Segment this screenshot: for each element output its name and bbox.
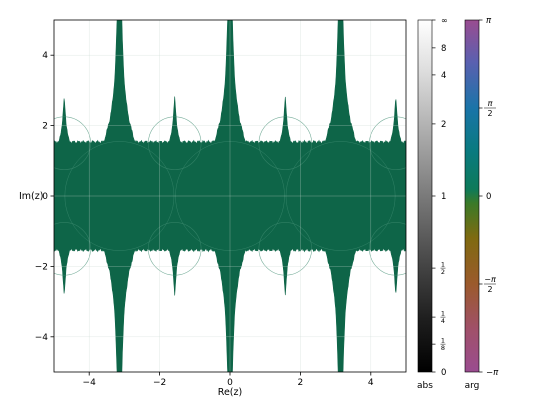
y-tick-label: −4	[35, 333, 49, 343]
interior-arc	[148, 116, 202, 170]
abs-colorbar-gradient	[417, 19, 433, 373]
abs-tick-label: 18	[440, 337, 446, 352]
svg-text:8: 8	[441, 344, 445, 352]
interior-arc	[369, 116, 406, 170]
y-tick-label: 0	[42, 192, 48, 202]
svg-text:2: 2	[487, 109, 492, 118]
arg-tick-label: −π	[486, 368, 499, 378]
abs-tick-label: 2	[441, 120, 446, 130]
abs-tick-label: 14	[440, 310, 446, 325]
main-plot: −4 −2 0 2 4 −4 −2 0 2 4 Re(z) Im(z)	[19, 19, 407, 398]
x-axis: −4 −2 0 2 4	[83, 372, 374, 388]
svg-text:1: 1	[441, 310, 445, 318]
y-axis-label: Im(z)	[19, 191, 43, 202]
arg-tick-label: π2	[484, 99, 496, 118]
svg-text:π: π	[488, 99, 493, 108]
x-tick-label: −4	[83, 378, 97, 388]
x-tick-label: −2	[153, 378, 166, 388]
y-tick-label: 2	[42, 122, 48, 132]
interior-arc	[148, 222, 202, 276]
y-tick-label: −2	[35, 262, 48, 272]
abs-colorbar-label: abs	[417, 381, 433, 391]
abs-tick-label: 12	[440, 261, 446, 276]
x-tick-label: 4	[368, 378, 374, 388]
x-axis-label: Re(z)	[218, 387, 242, 398]
y-axis: −4 −2 0 2 4	[35, 51, 54, 343]
y-tick-label: 4	[42, 51, 48, 61]
interior-arc	[54, 222, 91, 276]
x-tick-label: 0	[227, 378, 233, 388]
arg-colorbar-label: arg	[465, 381, 480, 391]
abs-tick-label: ∞	[441, 16, 448, 25]
interior-arc	[258, 116, 312, 170]
svg-text:−π: −π	[484, 275, 496, 284]
abs-tick-label: 8	[441, 44, 446, 54]
arg-colorbar-gradient	[464, 19, 480, 373]
svg-text:1: 1	[441, 337, 445, 345]
svg-text:2: 2	[487, 285, 492, 294]
svg-text:1: 1	[441, 261, 445, 269]
svg-text:2: 2	[441, 268, 445, 276]
svg-text:4: 4	[441, 317, 445, 325]
abs-tick-label: 4	[441, 71, 446, 81]
abs-tick-label: 0	[441, 368, 446, 378]
abs-tick-label: 1	[441, 192, 446, 202]
interior-arc	[369, 222, 406, 276]
arg-tick-label: −π2	[484, 275, 496, 294]
x-tick-label: 2	[298, 378, 304, 388]
interior-arc	[54, 116, 91, 170]
arg-tick-label: π	[486, 16, 492, 26]
interior-arc	[258, 222, 312, 276]
arg-tick-label: 0	[486, 192, 491, 202]
grid	[54, 20, 406, 372]
